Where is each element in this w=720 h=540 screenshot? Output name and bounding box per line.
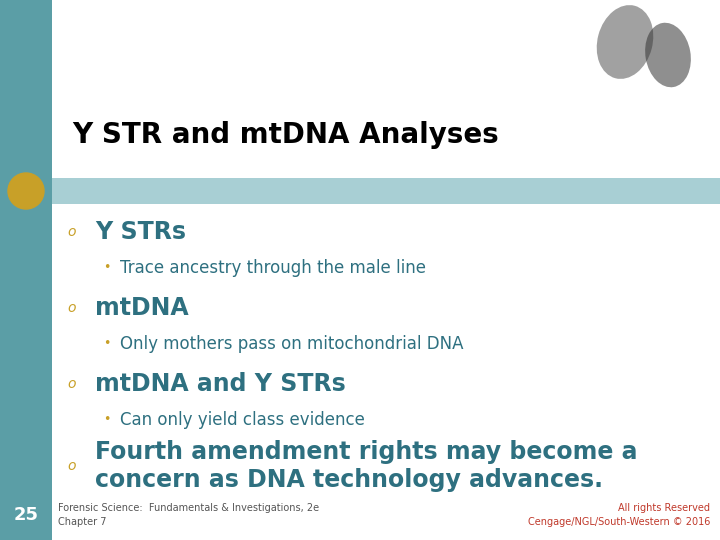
Text: o: o xyxy=(68,301,76,315)
Text: o: o xyxy=(68,459,76,473)
Text: All rights Reserved
Cengage/NGL/South-Western © 2016: All rights Reserved Cengage/NGL/South-We… xyxy=(528,503,710,527)
Text: Fourth amendment rights may become a
concern as DNA technology advances.: Fourth amendment rights may become a con… xyxy=(95,440,637,492)
Bar xyxy=(0,490,52,540)
Text: Trace ancestry through the male line: Trace ancestry through the male line xyxy=(120,259,426,277)
Text: Only mothers pass on mitochondrial DNA: Only mothers pass on mitochondrial DNA xyxy=(120,335,464,353)
Text: o: o xyxy=(68,377,76,391)
Circle shape xyxy=(8,173,44,209)
Text: Can only yield class evidence: Can only yield class evidence xyxy=(120,411,365,429)
Text: 25: 25 xyxy=(14,506,38,524)
Bar xyxy=(0,492,720,540)
Text: •: • xyxy=(103,338,111,350)
Text: •: • xyxy=(103,414,111,427)
Text: •: • xyxy=(103,261,111,274)
Ellipse shape xyxy=(597,5,653,79)
Text: Forensic Science:  Fundamentals & Investigations, 2e
Chapter 7: Forensic Science: Fundamentals & Investi… xyxy=(58,503,319,527)
Ellipse shape xyxy=(645,23,691,87)
Bar xyxy=(52,178,720,204)
Text: o: o xyxy=(68,225,76,239)
Text: mtDNA: mtDNA xyxy=(95,296,189,320)
Bar xyxy=(0,0,52,540)
Text: Y STR and mtDNA Analyses: Y STR and mtDNA Analyses xyxy=(72,121,499,149)
Text: Y STRs: Y STRs xyxy=(95,220,186,244)
Text: mtDNA and Y STRs: mtDNA and Y STRs xyxy=(95,372,346,396)
